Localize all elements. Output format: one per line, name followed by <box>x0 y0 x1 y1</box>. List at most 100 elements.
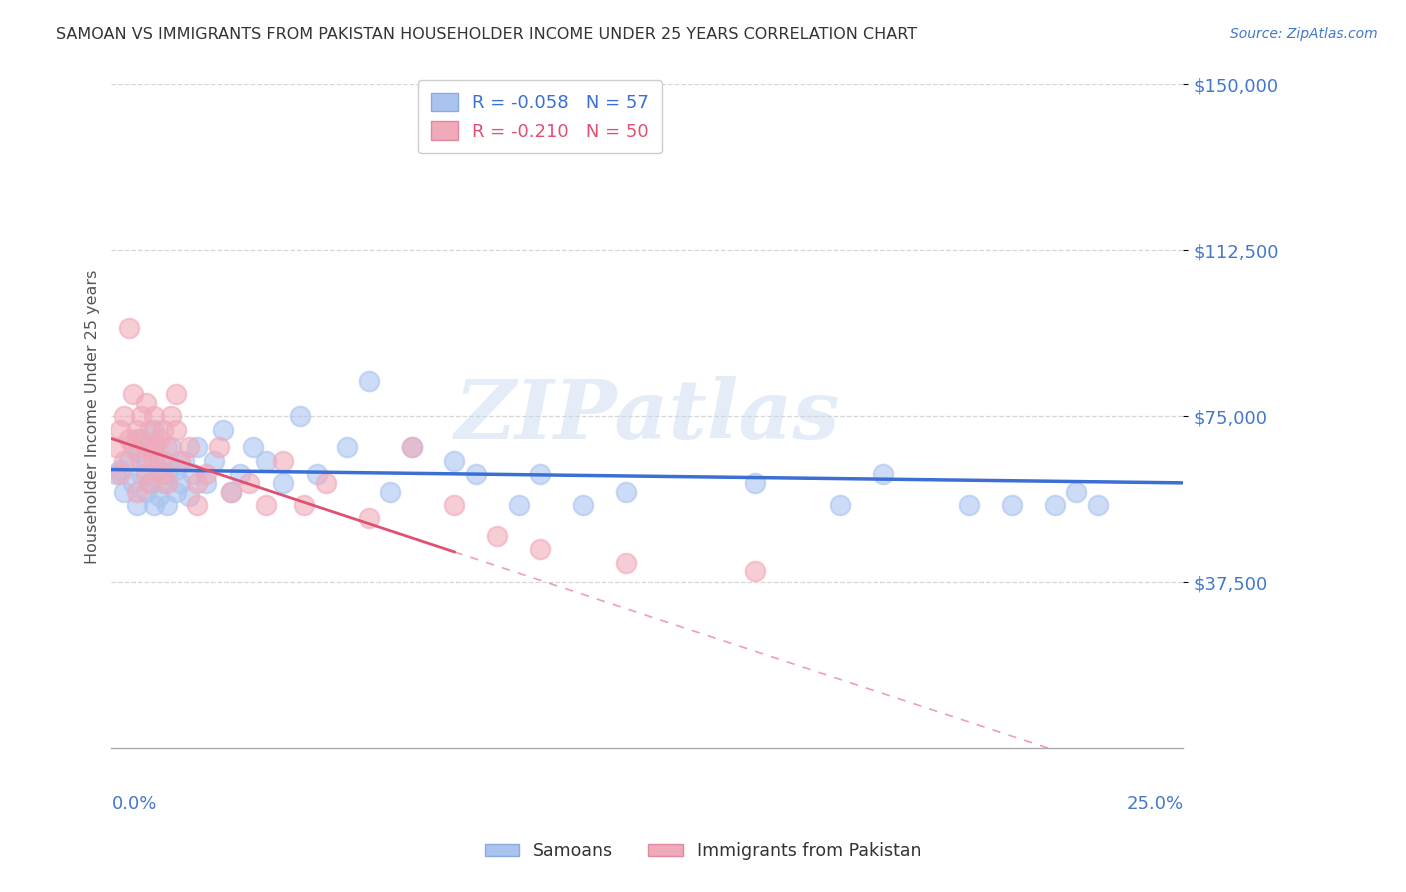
Point <box>315 475 337 490</box>
Point <box>486 529 509 543</box>
Point <box>169 475 191 490</box>
Point <box>121 475 143 490</box>
Point <box>207 441 229 455</box>
Point <box>242 441 264 455</box>
Point <box>1043 498 1066 512</box>
Text: 25.0%: 25.0% <box>1126 795 1184 813</box>
Point <box>143 409 166 424</box>
Point <box>271 454 294 468</box>
Point <box>143 423 166 437</box>
Point <box>614 484 637 499</box>
Point <box>152 467 174 481</box>
Point <box>143 498 166 512</box>
Point <box>117 454 139 468</box>
Point <box>112 454 135 468</box>
Point <box>357 374 380 388</box>
Point <box>165 462 187 476</box>
Point <box>1001 498 1024 512</box>
Y-axis label: Householder Income Under 25 years: Householder Income Under 25 years <box>86 269 100 564</box>
Point <box>135 484 157 499</box>
Point <box>156 475 179 490</box>
Point <box>186 498 208 512</box>
Point <box>112 409 135 424</box>
Point <box>131 454 153 468</box>
Point <box>156 467 179 481</box>
Text: Source: ZipAtlas.com: Source: ZipAtlas.com <box>1230 27 1378 41</box>
Point <box>1064 484 1087 499</box>
Point <box>152 423 174 437</box>
Point <box>336 441 359 455</box>
Point <box>186 475 208 490</box>
Point <box>221 484 243 499</box>
Point <box>529 467 551 481</box>
Point <box>152 475 174 490</box>
Point <box>165 423 187 437</box>
Point <box>169 454 191 468</box>
Point <box>165 387 187 401</box>
Text: SAMOAN VS IMMIGRANTS FROM PAKISTAN HOUSEHOLDER INCOME UNDER 25 YEARS CORRELATION: SAMOAN VS IMMIGRANTS FROM PAKISTAN HOUSE… <box>56 27 917 42</box>
Text: ZIPatlas: ZIPatlas <box>454 376 841 457</box>
Legend: Samoans, Immigrants from Pakistan: Samoans, Immigrants from Pakistan <box>478 836 928 867</box>
Point <box>148 432 170 446</box>
Point <box>464 467 486 481</box>
Point <box>177 441 200 455</box>
Point <box>131 467 153 481</box>
Point <box>238 475 260 490</box>
Point <box>135 396 157 410</box>
Point <box>148 489 170 503</box>
Point <box>156 498 179 512</box>
Point <box>135 441 157 455</box>
Point <box>529 542 551 557</box>
Point <box>117 321 139 335</box>
Point <box>378 484 401 499</box>
Point <box>744 565 766 579</box>
Point <box>177 489 200 503</box>
Point <box>139 475 162 490</box>
Point <box>221 484 243 499</box>
Point <box>173 454 195 468</box>
Point <box>127 484 149 499</box>
Point <box>160 441 183 455</box>
Point <box>872 467 894 481</box>
Point <box>148 454 170 468</box>
Point <box>508 498 530 512</box>
Point <box>131 409 153 424</box>
Point <box>229 467 252 481</box>
Point <box>401 441 423 455</box>
Point <box>194 475 217 490</box>
Text: 0.0%: 0.0% <box>111 795 157 813</box>
Point <box>108 467 131 481</box>
Point <box>572 498 595 512</box>
Point <box>212 423 235 437</box>
Point <box>127 432 149 446</box>
Point <box>194 467 217 481</box>
Point <box>139 475 162 490</box>
Point <box>202 454 225 468</box>
Point <box>254 498 277 512</box>
Point <box>357 511 380 525</box>
Point <box>292 498 315 512</box>
Point <box>104 441 127 455</box>
Point <box>443 498 465 512</box>
Point <box>139 423 162 437</box>
Point <box>181 467 204 481</box>
Point <box>1087 498 1109 512</box>
Point <box>160 409 183 424</box>
Point <box>131 432 153 446</box>
Point <box>121 387 143 401</box>
Point <box>830 498 852 512</box>
Point <box>143 441 166 455</box>
Point <box>614 556 637 570</box>
Point <box>152 454 174 468</box>
Point <box>117 432 139 446</box>
Point <box>127 498 149 512</box>
Point <box>135 467 157 481</box>
Point <box>135 454 157 468</box>
Point <box>254 454 277 468</box>
Point <box>156 441 179 455</box>
Point <box>288 409 311 424</box>
Point <box>127 445 149 459</box>
Point <box>108 462 131 476</box>
Point <box>127 423 149 437</box>
Point <box>307 467 329 481</box>
